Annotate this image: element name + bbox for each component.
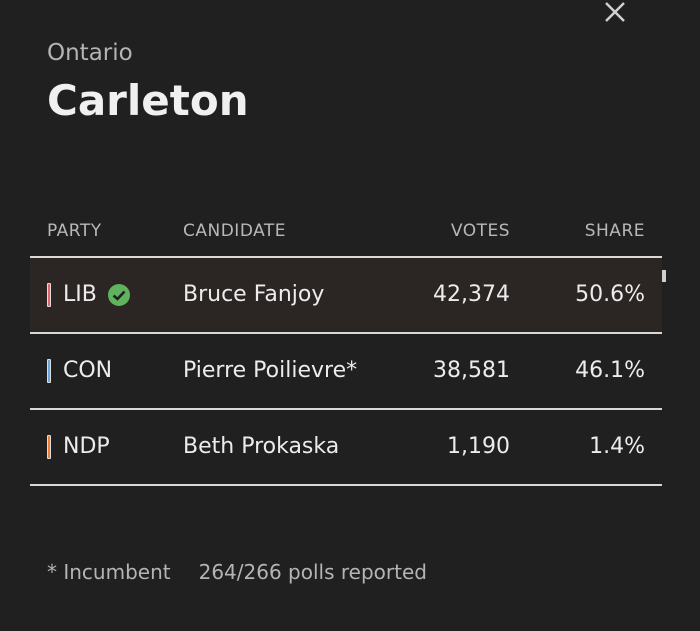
result-row: CON Pierre Poilievre* 38,581 46.1% bbox=[30, 334, 662, 410]
votes: 42,374 bbox=[433, 282, 510, 307]
column-header: CANDIDATE bbox=[183, 221, 287, 241]
candidate: Pierre Poilievre* bbox=[183, 358, 358, 383]
votes: 1,190 bbox=[447, 434, 510, 459]
close-button[interactable] bbox=[600, 0, 630, 26]
share: 1.4% bbox=[589, 434, 645, 459]
column-header: SHARE bbox=[584, 221, 645, 241]
party-swatch bbox=[47, 283, 51, 307]
share: 46.1% bbox=[575, 358, 645, 383]
region: Ontario bbox=[47, 40, 133, 66]
results-table: PARTY CANDIDATE VOTES SHARE LIB Bruce Fanjoy 4… bbox=[30, 206, 662, 486]
header-row: PARTY CANDIDATE VOTES SHARE bbox=[30, 206, 662, 258]
party-cell: NDP bbox=[30, 427, 183, 467]
party: NDP bbox=[63, 434, 110, 459]
scrollbar bbox=[662, 270, 666, 282]
polls-reported: 264/266 polls reported bbox=[198, 560, 427, 584]
party-cell: LIB bbox=[30, 275, 183, 315]
party: LIB bbox=[63, 282, 97, 307]
candidate: Bruce Fanjoy bbox=[183, 282, 325, 307]
column-header: VOTES bbox=[450, 221, 510, 241]
candidate: Beth Prokaska bbox=[183, 434, 340, 459]
winner-check bbox=[107, 284, 130, 306]
party: CON bbox=[63, 358, 113, 383]
party-swatch bbox=[47, 359, 51, 383]
share: 50.6% bbox=[575, 282, 645, 307]
result-row: LIB Bruce Fanjoy 42,374 50.6% bbox=[30, 258, 662, 334]
column-header: PARTY bbox=[47, 221, 102, 241]
votes: 38,581 bbox=[433, 358, 510, 383]
party-swatch bbox=[47, 435, 51, 459]
result-row: NDP Beth Prokaska 1,190 1.4% bbox=[30, 410, 662, 486]
party-cell: CON bbox=[30, 351, 183, 391]
footer: * Incumbent 264/266 polls reported bbox=[47, 560, 427, 584]
riding-title: Carleton bbox=[47, 76, 249, 125]
incumbent-note: * Incumbent bbox=[47, 560, 171, 584]
